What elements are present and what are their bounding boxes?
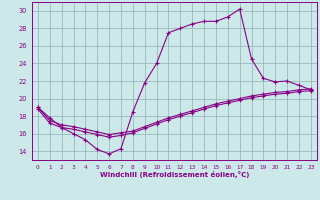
X-axis label: Windchill (Refroidissement éolien,°C): Windchill (Refroidissement éolien,°C): [100, 171, 249, 178]
